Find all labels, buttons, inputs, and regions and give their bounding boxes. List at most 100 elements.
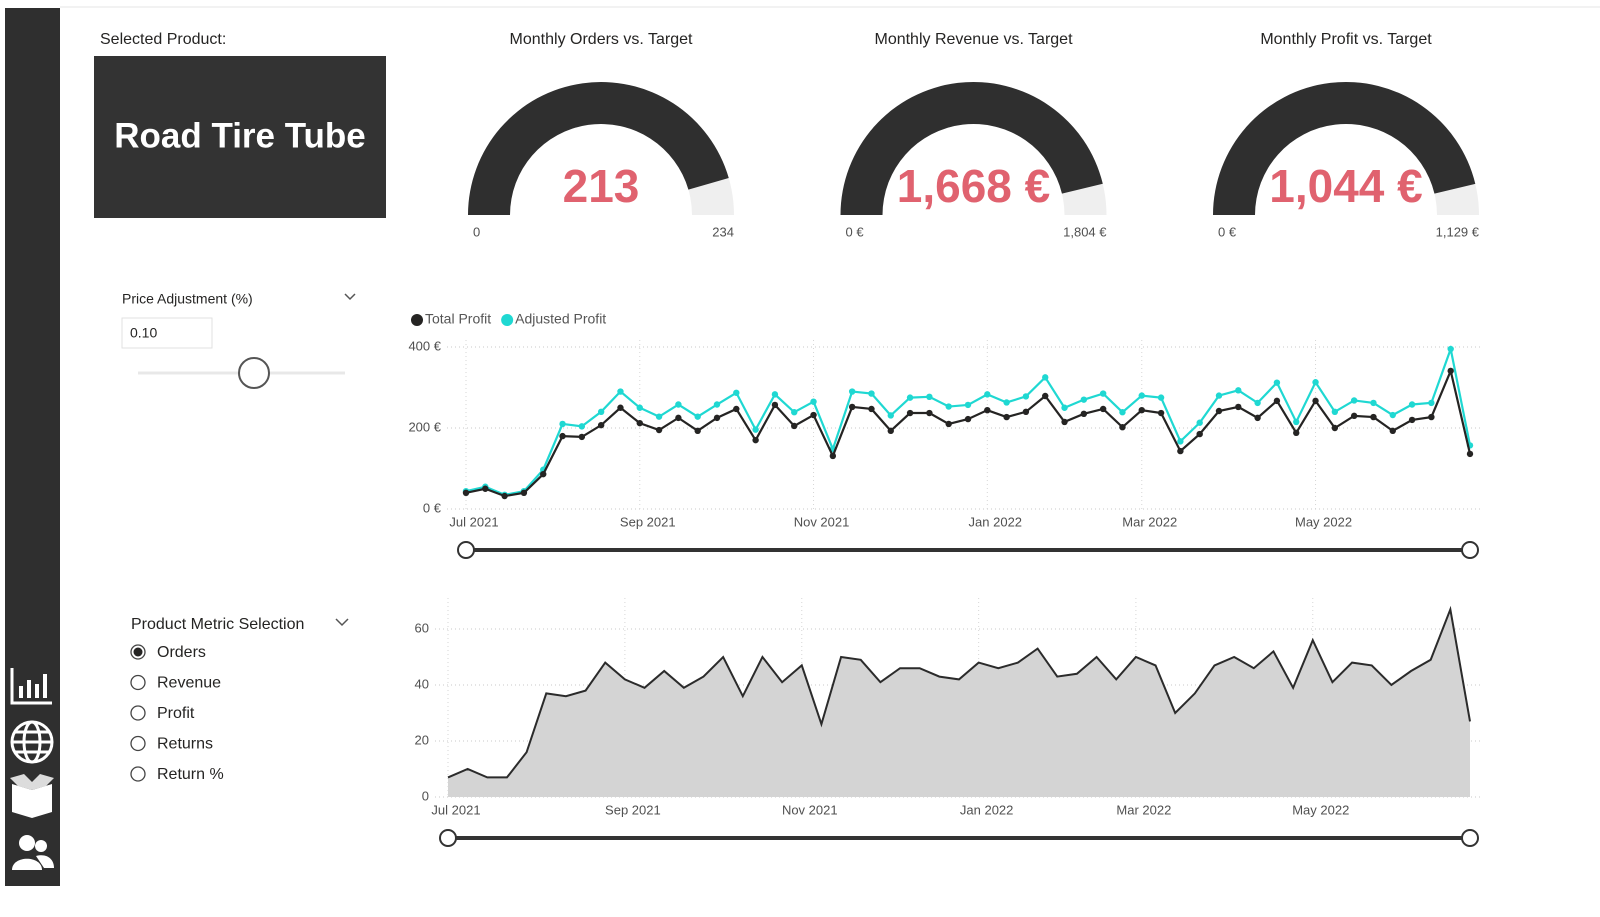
y-tick-label: 20 (415, 732, 429, 747)
orders-range-slider[interactable] (439, 829, 1479, 847)
gauge-max-label: 1,804 € (1063, 224, 1107, 239)
data-point (1428, 399, 1435, 407)
gauge-value-arc (840, 82, 1103, 215)
radio-selected-dot (133, 647, 143, 657)
data-point (848, 403, 856, 411)
y-tick-label: 60 (415, 620, 429, 635)
x-tick-label: May 2022 (1295, 514, 1352, 529)
legend-label: Total Profit (425, 311, 491, 327)
sidebar (5, 8, 60, 886)
radio-button[interactable] (130, 674, 146, 691)
gauge-value: 1,044 € (1269, 160, 1422, 212)
data-point (1350, 412, 1358, 420)
data-point (617, 404, 624, 411)
data-point (848, 388, 856, 395)
nav-report-icon[interactable] (10, 668, 52, 705)
data-point (733, 389, 740, 396)
data-point (733, 405, 740, 413)
profit-range-slider[interactable] (457, 541, 1479, 559)
y-tick-label: 400 € (408, 338, 441, 353)
data-point (810, 398, 817, 405)
radio-label: Profit (157, 705, 195, 722)
nav-customers-icon[interactable] (12, 835, 54, 870)
data-point (1350, 397, 1358, 404)
data-point (1022, 408, 1030, 415)
x-tick-label: Sep 2021 (620, 514, 676, 529)
gauge-min-label: 0 € (846, 224, 865, 239)
x-tick-label: Mar 2022 (1122, 514, 1177, 529)
data-point (501, 492, 508, 500)
y-tick-label: 0 (422, 788, 429, 803)
data-point (1408, 416, 1416, 424)
gauge-min-label: 0 (473, 224, 480, 239)
data-point (1235, 387, 1242, 394)
dropdown-chevron[interactable] (335, 618, 349, 627)
data-point (1157, 394, 1165, 401)
data-point (926, 393, 933, 401)
nav-product-icon[interactable] (10, 774, 54, 818)
data-point (1003, 413, 1010, 421)
data-point (713, 401, 721, 408)
y-tick-label: 40 (415, 676, 429, 691)
data-point (1099, 390, 1107, 397)
gauge-max-label: 234 (712, 224, 734, 239)
x-tick-label: Jul 2021 (431, 802, 480, 817)
nav-map-icon[interactable] (10, 720, 54, 764)
data-point (462, 489, 470, 496)
metric-selection-title: Product Metric Selection (131, 616, 304, 633)
data-point (1370, 413, 1377, 421)
data-point (1447, 345, 1454, 353)
data-point (1428, 413, 1435, 421)
data-point (1447, 367, 1454, 375)
data-point (520, 489, 528, 496)
price-slider-thumb[interactable] (238, 357, 270, 389)
data-point (984, 406, 991, 414)
area-fill (448, 609, 1470, 797)
data-point (1119, 409, 1126, 416)
data-point (1061, 404, 1068, 411)
data-point (1293, 429, 1300, 437)
gauge-value: 1,668 € (897, 160, 1050, 212)
data-point (771, 391, 779, 398)
gauge-value-arc (1213, 82, 1476, 215)
data-point (1389, 411, 1396, 419)
data-point (1466, 450, 1474, 458)
data-point (926, 409, 933, 417)
data-point (1080, 410, 1088, 418)
data-point (887, 412, 894, 419)
dropdown-chevron[interactable] (344, 293, 356, 301)
gauge-value: 213 (563, 160, 640, 212)
radio-button[interactable] (130, 705, 146, 721)
data-point (1138, 406, 1145, 414)
data-point (1254, 414, 1261, 422)
x-tick-label: Jan 2022 (969, 514, 1023, 529)
data-point (597, 408, 605, 415)
data-point (694, 427, 701, 435)
radio-button[interactable] (130, 735, 146, 752)
data-point (752, 436, 759, 444)
radio-button[interactable] (130, 766, 146, 782)
data-point (1312, 397, 1319, 405)
data-point (1293, 418, 1300, 426)
data-point (791, 409, 798, 416)
metric-options: Orders Revenue Profit Returns Return % (130, 644, 224, 783)
x-tick-label: Mar 2022 (1116, 802, 1171, 817)
data-point (578, 433, 586, 441)
data-point (964, 415, 972, 423)
data-point (752, 426, 759, 433)
data-point (771, 401, 779, 409)
data-point (617, 388, 624, 395)
data-point (1273, 397, 1281, 405)
gauge-title: Monthly Revenue vs. Target (874, 31, 1073, 48)
data-point (868, 390, 875, 397)
data-point (636, 404, 643, 411)
radio-label: Return % (157, 766, 224, 783)
data-point (597, 421, 605, 429)
data-point (559, 432, 566, 440)
data-point (887, 427, 894, 435)
data-point (1312, 379, 1319, 386)
price-input[interactable] (121, 317, 213, 349)
radio-label: Orders (157, 644, 206, 661)
data-point (1196, 430, 1203, 438)
